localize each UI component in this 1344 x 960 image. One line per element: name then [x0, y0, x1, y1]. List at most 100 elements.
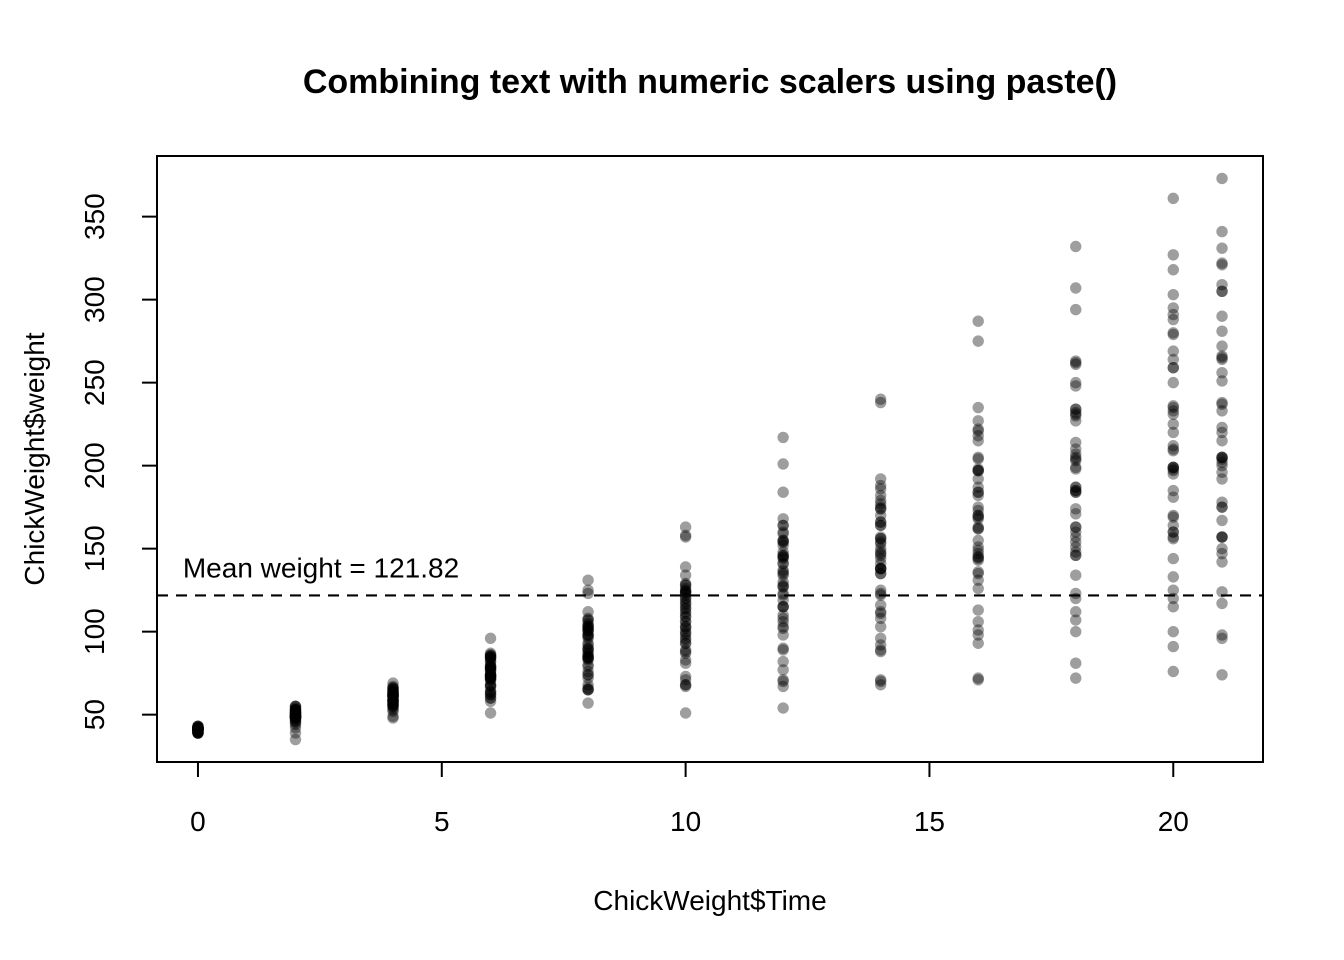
data-point — [1216, 473, 1228, 485]
data-point — [192, 723, 204, 736]
data-point — [777, 674, 789, 686]
data-point — [582, 650, 594, 663]
data-point — [874, 393, 887, 405]
data-point — [1167, 440, 1179, 452]
data-point — [387, 695, 399, 708]
x-tick-label: 5 — [434, 806, 450, 837]
data-point — [874, 606, 887, 618]
data-point — [582, 624, 594, 636]
data-point — [289, 712, 302, 724]
data-point — [484, 707, 497, 719]
data-point — [777, 609, 789, 621]
data-point — [387, 689, 399, 701]
data-point — [289, 710, 302, 723]
data-point — [484, 669, 497, 681]
data-point — [1216, 259, 1228, 271]
data-point — [192, 722, 204, 734]
data-point — [289, 712, 302, 724]
data-point — [484, 674, 497, 686]
data-point — [679, 627, 692, 640]
data-point — [484, 632, 497, 644]
data-point — [484, 649, 497, 661]
data-point — [679, 529, 692, 542]
data-point — [387, 694, 399, 706]
data-point — [387, 684, 399, 696]
data-point — [289, 705, 302, 718]
data-point — [972, 504, 984, 517]
data-point — [679, 615, 692, 628]
data-point — [192, 723, 204, 736]
data-point — [1167, 519, 1179, 532]
data-point — [484, 659, 497, 671]
data-point — [289, 722, 302, 734]
data-point — [192, 727, 204, 739]
data-point — [1167, 531, 1179, 543]
data-point — [1216, 669, 1228, 681]
data-point — [484, 670, 497, 683]
data-point — [679, 679, 692, 691]
data-point — [972, 335, 984, 347]
data-point — [1070, 526, 1082, 538]
data-point — [192, 720, 204, 732]
data-point — [582, 614, 594, 626]
data-point — [1070, 606, 1082, 618]
data-point — [1167, 491, 1179, 503]
data-point — [679, 569, 692, 581]
data-point — [777, 552, 789, 565]
data-point — [1216, 375, 1228, 387]
data-point — [484, 672, 497, 684]
data-point — [1167, 361, 1179, 374]
data-point — [1167, 249, 1179, 261]
data-point — [972, 464, 984, 477]
data-point — [777, 549, 789, 561]
data-point — [192, 723, 204, 736]
data-point — [1070, 672, 1082, 684]
data-point — [192, 727, 204, 739]
data-point — [777, 569, 789, 581]
data-point — [679, 592, 692, 605]
data-point — [1070, 536, 1082, 548]
data-point — [777, 519, 789, 532]
data-point — [289, 718, 302, 731]
data-point — [679, 654, 692, 666]
data-point — [1070, 463, 1082, 475]
data-point — [777, 557, 789, 570]
data-point — [777, 551, 789, 563]
data-point — [582, 624, 594, 636]
data-point — [1167, 405, 1179, 417]
data-point — [1216, 172, 1228, 185]
data-point — [387, 690, 399, 703]
data-point — [679, 707, 692, 719]
data-point — [1216, 451, 1228, 464]
data-point — [1070, 357, 1082, 369]
data-point — [972, 464, 984, 477]
data-point — [289, 707, 302, 719]
data-point — [1070, 521, 1082, 533]
data-point — [1167, 511, 1179, 523]
data-point — [874, 620, 887, 633]
data-point — [484, 689, 497, 701]
data-point — [289, 707, 302, 719]
data-point — [874, 498, 887, 510]
data-point — [192, 723, 204, 736]
data-point — [1216, 629, 1228, 641]
data-point — [582, 650, 594, 663]
data-point — [289, 710, 302, 723]
x-tick-label: 15 — [914, 806, 945, 837]
data-point — [582, 659, 594, 671]
data-point — [289, 702, 302, 714]
data-point — [679, 521, 692, 533]
data-point — [1070, 403, 1082, 415]
data-point — [1167, 532, 1179, 545]
data-point — [387, 687, 399, 699]
data-point — [777, 519, 789, 532]
data-point — [874, 547, 887, 560]
data-point — [1216, 350, 1228, 362]
data-point — [484, 669, 497, 681]
data-point — [777, 557, 789, 570]
data-point — [972, 554, 984, 566]
data-point — [1216, 542, 1228, 555]
data-point — [582, 684, 594, 696]
data-point — [387, 703, 399, 716]
data-point — [192, 723, 204, 736]
